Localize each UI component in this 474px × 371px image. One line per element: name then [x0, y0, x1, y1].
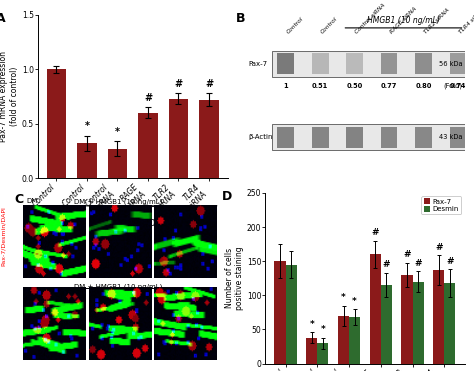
- Bar: [381, 285, 392, 364]
- Text: Control siRNA: Control siRNA: [164, 205, 207, 210]
- Text: HMGB1 (10 ng/mL): HMGB1 (10 ng/mL): [367, 16, 440, 26]
- Bar: [401, 275, 412, 364]
- Text: DM: DM: [27, 198, 38, 204]
- Bar: [346, 53, 363, 75]
- Bar: [138, 113, 158, 178]
- Text: Control: Control: [320, 16, 339, 35]
- Bar: [312, 127, 328, 148]
- Bar: [370, 255, 381, 364]
- Text: #: #: [403, 250, 411, 259]
- Text: Pax-7: Pax-7: [249, 61, 268, 67]
- Text: 0.50: 0.50: [346, 83, 363, 89]
- Text: RAGE siRNA: RAGE siRNA: [35, 287, 73, 292]
- Text: 1: 1: [283, 83, 288, 89]
- Text: #: #: [144, 93, 152, 103]
- Bar: [449, 53, 466, 75]
- Bar: [169, 99, 188, 178]
- Bar: [415, 127, 432, 148]
- Bar: [46, 69, 66, 178]
- Text: *: *: [320, 325, 325, 334]
- Bar: [349, 317, 360, 364]
- Text: Control: Control: [42, 205, 65, 210]
- Text: TLR4 siRNA: TLR4 siRNA: [458, 7, 474, 35]
- Text: #: #: [383, 260, 390, 269]
- Bar: [108, 149, 128, 178]
- Bar: [306, 338, 318, 364]
- Text: (Fold): (Fold): [443, 83, 462, 89]
- Bar: [277, 127, 294, 148]
- Text: TLR2 siRNA: TLR2 siRNA: [424, 7, 451, 35]
- Text: *: *: [310, 320, 314, 329]
- Bar: [272, 124, 472, 150]
- Text: #: #: [435, 243, 443, 252]
- Bar: [77, 143, 97, 178]
- Text: 0.74: 0.74: [450, 83, 466, 89]
- Bar: [444, 283, 456, 364]
- Bar: [346, 127, 363, 148]
- Text: #: #: [174, 79, 182, 89]
- Text: β-Actin: β-Actin: [249, 134, 273, 140]
- Bar: [199, 100, 219, 178]
- Bar: [312, 53, 328, 75]
- Y-axis label: Pax-7 mRNA expression
(fold of control): Pax-7 mRNA expression (fold of control): [0, 51, 19, 142]
- Bar: [318, 343, 328, 364]
- Text: #: #: [205, 79, 213, 89]
- Text: #: #: [414, 259, 422, 268]
- Text: Pax-7/Desmin/DAPI: Pax-7/Desmin/DAPI: [1, 206, 6, 266]
- Text: DM + HMGB1 (10 ng/mL): DM + HMGB1 (10 ng/mL): [74, 198, 163, 204]
- Text: RAGE siRNA: RAGE siRNA: [389, 6, 418, 35]
- Text: D: D: [222, 190, 232, 203]
- Text: *: *: [115, 127, 120, 137]
- Text: DM + HMGB1 (10 ng/mL): DM + HMGB1 (10 ng/mL): [74, 283, 163, 290]
- Text: *: *: [341, 293, 346, 302]
- Text: *: *: [84, 121, 90, 131]
- Text: C: C: [14, 193, 23, 206]
- Text: TLR4 siRNA: TLR4 siRNA: [167, 287, 203, 292]
- Legend: Pax-7, Desmin: Pax-7, Desmin: [421, 196, 461, 214]
- Bar: [286, 265, 297, 364]
- Bar: [412, 282, 424, 364]
- Y-axis label: Number of cells
positive staining: Number of cells positive staining: [225, 246, 244, 310]
- Text: 56 kDa: 56 kDa: [439, 61, 462, 67]
- Bar: [449, 127, 466, 148]
- Text: *: *: [352, 296, 357, 306]
- Bar: [381, 127, 398, 148]
- Text: #: #: [446, 257, 454, 266]
- Text: Control: Control: [109, 205, 132, 210]
- Bar: [415, 53, 432, 75]
- Bar: [272, 51, 472, 77]
- Text: A: A: [0, 12, 6, 24]
- Bar: [381, 53, 398, 75]
- Bar: [433, 270, 444, 364]
- Bar: [277, 53, 294, 75]
- Text: 0.51: 0.51: [312, 83, 328, 89]
- Text: HMGB1 (10 ng/mL): HMGB1 (10 ng/mL): [112, 219, 184, 228]
- Text: B: B: [236, 12, 245, 24]
- Text: Control siRNA: Control siRNA: [355, 2, 387, 35]
- Text: 0.80: 0.80: [415, 83, 432, 89]
- Bar: [274, 261, 286, 364]
- Text: TLR2 siRNA: TLR2 siRNA: [103, 287, 138, 292]
- Bar: [338, 316, 349, 364]
- Text: 43 kDa: 43 kDa: [439, 134, 462, 140]
- Text: Control: Control: [286, 16, 304, 35]
- Text: #: #: [372, 228, 379, 237]
- Text: 0.77: 0.77: [381, 83, 397, 89]
